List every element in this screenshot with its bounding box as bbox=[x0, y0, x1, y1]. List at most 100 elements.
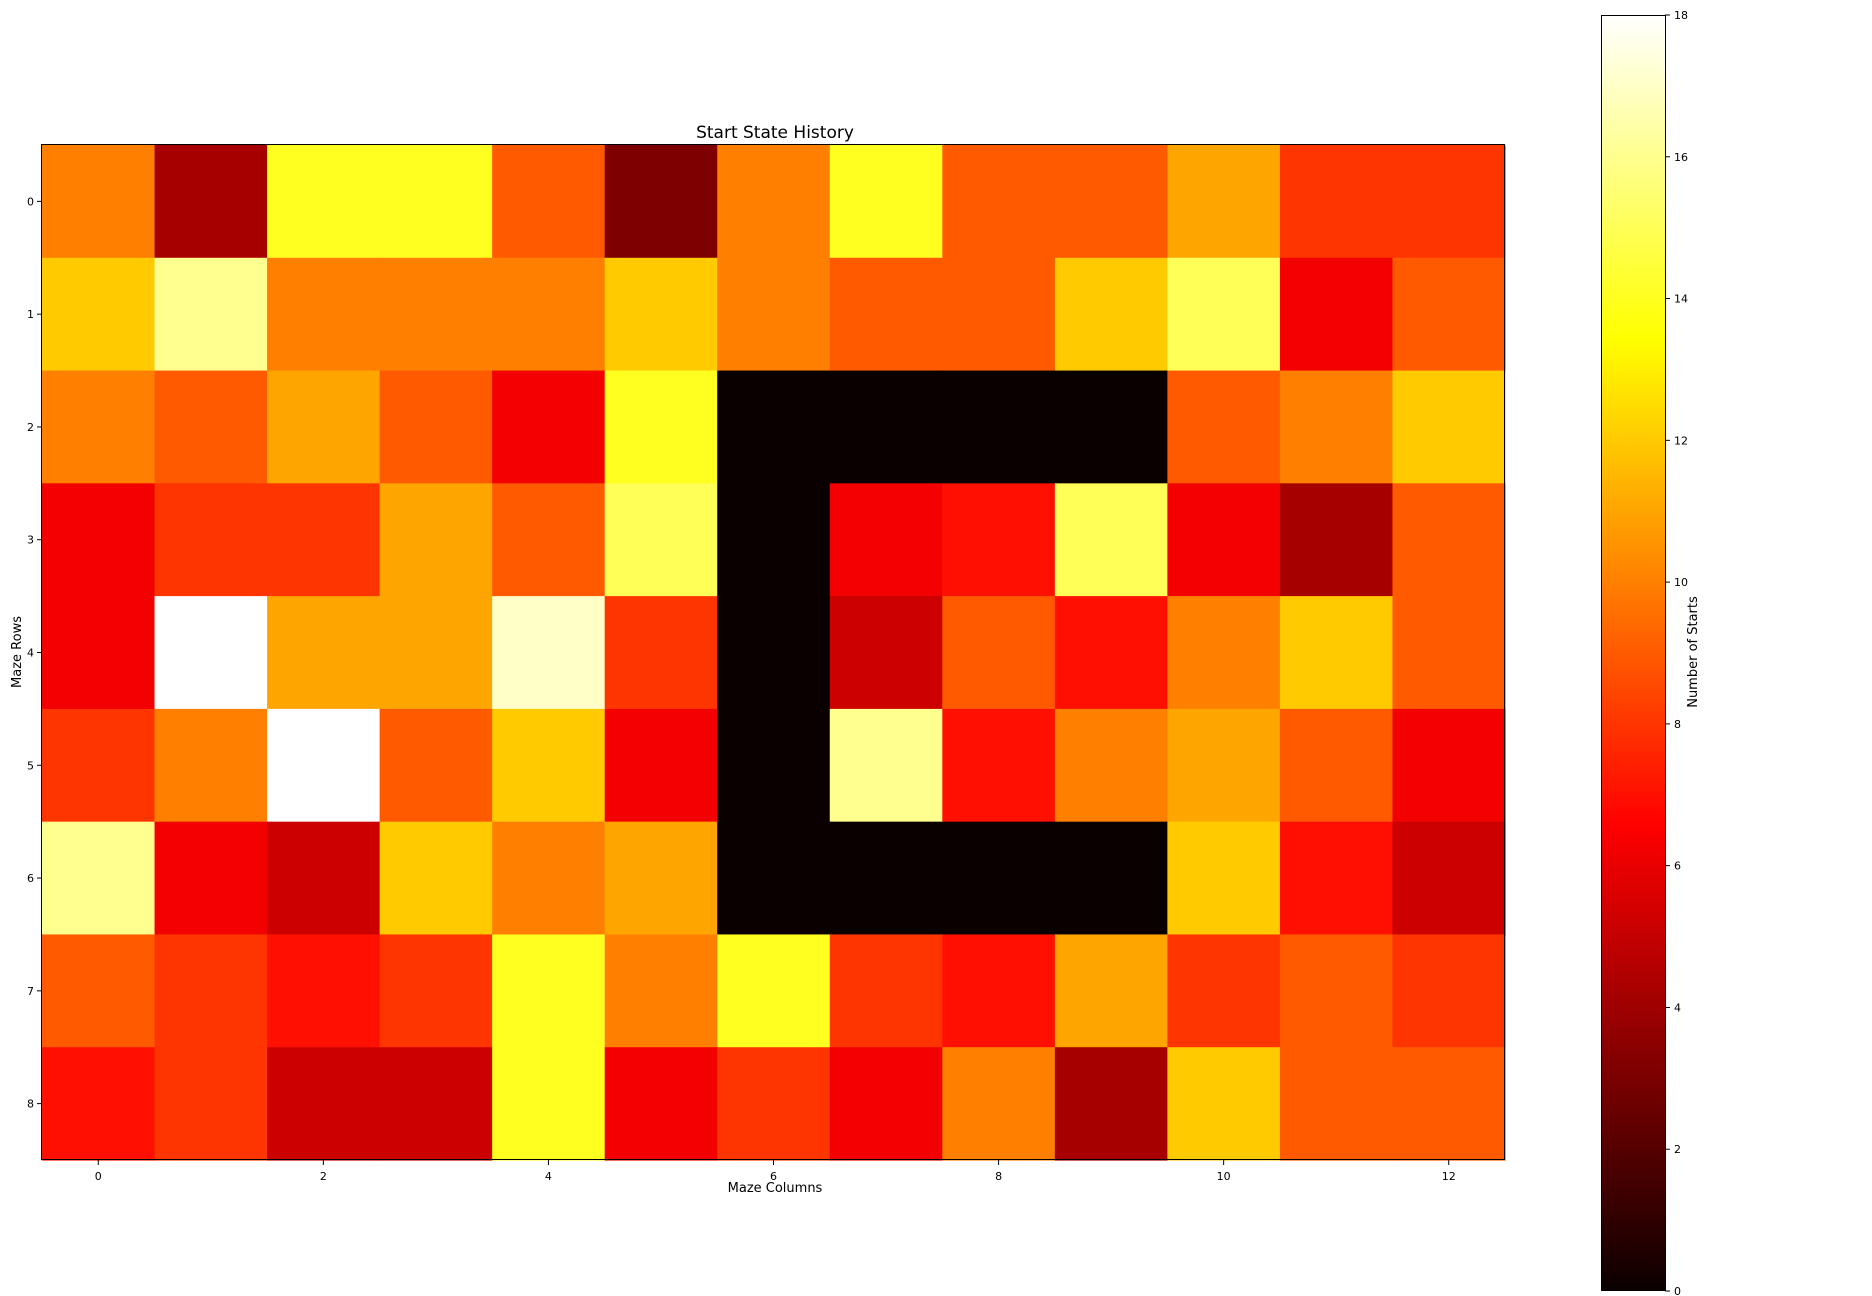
heatmap-cell bbox=[604, 708, 718, 823]
heatmap-cell bbox=[492, 934, 606, 1048]
x-tick-label: 4 bbox=[545, 1170, 552, 1183]
heatmap-cell bbox=[717, 257, 831, 372]
heatmap-cell bbox=[267, 934, 381, 1048]
heatmap-cell bbox=[1054, 934, 1168, 1048]
heatmap-cell bbox=[1279, 483, 1394, 597]
heatmap-cell bbox=[379, 483, 493, 597]
heatmap-cell bbox=[267, 145, 381, 259]
x-axis-ticks: 0 2 4 6 8 10 12 bbox=[95, 1160, 1456, 1183]
heatmap-cell bbox=[492, 1047, 606, 1161]
colorbar-label: Number of Starts bbox=[1686, 596, 1701, 708]
heatmap-cell bbox=[1167, 708, 1281, 823]
heatmap-cell bbox=[1392, 257, 1506, 372]
heatmap-cell bbox=[492, 145, 606, 259]
heatmap-cell bbox=[492, 370, 606, 484]
heatmap-cell bbox=[492, 257, 606, 372]
heatmap-cell bbox=[379, 821, 493, 936]
x-axis-label: Maze Columns bbox=[728, 1181, 823, 1196]
heatmap-cell bbox=[42, 708, 156, 823]
heatmap-cell bbox=[1392, 483, 1506, 597]
heatmap-cell bbox=[604, 257, 718, 372]
heatmap-cell bbox=[942, 257, 1056, 372]
heatmap-cell bbox=[604, 1047, 718, 1161]
heatmap-cell bbox=[1392, 708, 1506, 823]
heatmap-cell bbox=[717, 370, 831, 484]
x-tick-label: 2 bbox=[320, 1170, 327, 1183]
y-tick-label: 6 bbox=[27, 872, 34, 885]
heatmap-cell bbox=[717, 708, 831, 823]
heatmap-cell bbox=[1054, 257, 1168, 372]
colorbar-ticks: 0 2 4 6 8 10 12 14 16 18 bbox=[1665, 9, 1688, 1296]
heatmap-cell bbox=[1054, 483, 1168, 597]
heatmap-cell bbox=[942, 596, 1056, 710]
heatmap-cell bbox=[1054, 370, 1168, 484]
heatmap-cell bbox=[942, 1047, 1056, 1161]
y-tick-label: 7 bbox=[27, 985, 34, 998]
heatmap-cell bbox=[267, 596, 381, 710]
heatmap-cell bbox=[942, 708, 1056, 823]
heatmap-cell bbox=[1392, 370, 1506, 484]
heatmap-cell bbox=[154, 1047, 268, 1161]
heatmap-cells bbox=[42, 145, 1506, 1161]
heatmap-cell bbox=[604, 934, 718, 1048]
heatmap-cell bbox=[1054, 596, 1168, 710]
heatmap-cell bbox=[1279, 934, 1394, 1048]
heatmap-cell bbox=[1167, 934, 1281, 1048]
heatmap-cell bbox=[1279, 370, 1394, 484]
heatmap-cell bbox=[1392, 596, 1506, 710]
heatmap-cell bbox=[1279, 821, 1394, 936]
heatmap-cell bbox=[604, 370, 718, 484]
heatmap-cell bbox=[829, 483, 943, 597]
heatmap-cell bbox=[1167, 145, 1281, 259]
heatmap-cell bbox=[1279, 708, 1394, 823]
colorbar-tick-label: 12 bbox=[1674, 434, 1688, 447]
heatmap-cell bbox=[379, 145, 493, 259]
heatmap-cell bbox=[942, 934, 1056, 1048]
heatmap-cell bbox=[1054, 821, 1168, 936]
heatmap-cell bbox=[267, 370, 381, 484]
y-tick-label: 2 bbox=[27, 421, 34, 434]
heatmap-cell bbox=[942, 821, 1056, 936]
heatmap-cell bbox=[1054, 1047, 1168, 1161]
colorbar-tick-label: 6 bbox=[1674, 860, 1681, 873]
heatmap-cell bbox=[267, 483, 381, 597]
colorbar bbox=[1601, 15, 1665, 1291]
colorbar-frame bbox=[1601, 15, 1666, 1291]
colorbar-tick-label: 4 bbox=[1674, 1001, 1681, 1014]
heatmap-cell bbox=[1167, 370, 1281, 484]
y-axis-label: Maze Rows bbox=[10, 616, 25, 688]
heatmap-cell bbox=[1167, 596, 1281, 710]
heatmap-cell bbox=[717, 1047, 831, 1161]
heatmap-cell bbox=[717, 934, 831, 1048]
heatmap-cell bbox=[154, 596, 268, 710]
heatmap-cell bbox=[492, 821, 606, 936]
heatmap-cell bbox=[42, 145, 156, 259]
heatmap-cell bbox=[42, 370, 156, 484]
heatmap-cell bbox=[829, 145, 943, 259]
colorbar-tick-label: 16 bbox=[1674, 151, 1688, 164]
y-tick-label: 8 bbox=[27, 1098, 34, 1111]
heatmap-cell bbox=[379, 1047, 493, 1161]
colorbar-tick-label: 14 bbox=[1674, 293, 1688, 306]
y-axis-ticks: 0 1 2 3 4 5 6 7 8 bbox=[27, 195, 42, 1111]
heatmap-cell bbox=[42, 483, 156, 597]
heatmap-cell bbox=[1279, 257, 1394, 372]
heatmap-cell bbox=[1392, 1047, 1506, 1161]
heatmap-cell bbox=[1279, 145, 1394, 259]
heatmap-cell bbox=[379, 708, 493, 823]
heatmap-cell bbox=[42, 934, 156, 1048]
x-tick-label: 6 bbox=[770, 1170, 777, 1183]
heatmap-cell bbox=[829, 370, 943, 484]
heatmap-cell bbox=[942, 370, 1056, 484]
heatmap-cell bbox=[379, 934, 493, 1048]
heatmap-cell bbox=[1392, 821, 1506, 936]
heatmap-cell bbox=[942, 483, 1056, 597]
heatmap-cell bbox=[604, 821, 718, 936]
heatmap-cell bbox=[829, 708, 943, 823]
x-tick-label: 12 bbox=[1442, 1170, 1456, 1183]
heatmap-cell bbox=[1167, 1047, 1281, 1161]
heatmap-cell bbox=[1167, 257, 1281, 372]
heatmap-cell bbox=[42, 257, 156, 372]
heatmap-cell bbox=[267, 1047, 381, 1161]
